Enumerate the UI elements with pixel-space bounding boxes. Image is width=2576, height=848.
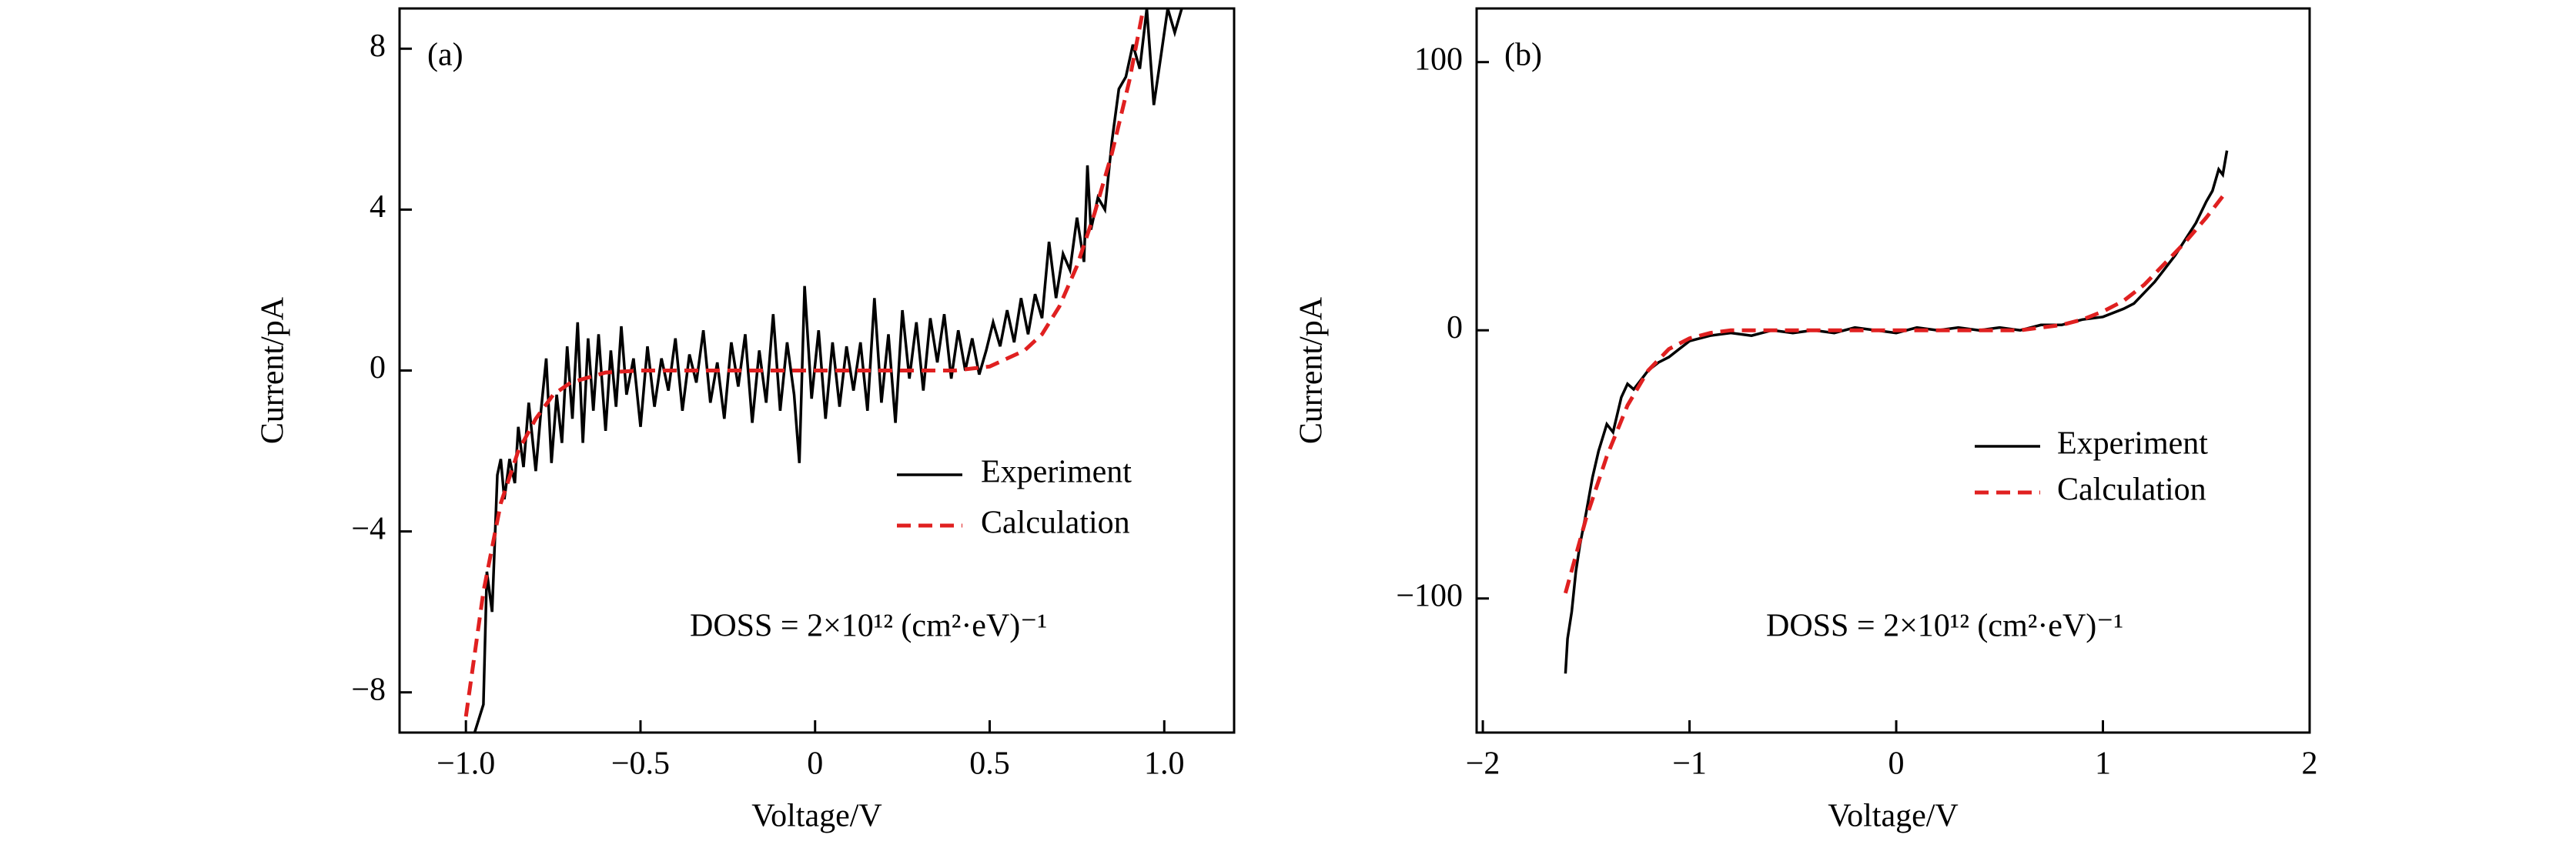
x-tick-label: 2 bbox=[2302, 746, 2318, 782]
series-line bbox=[463, 8, 1146, 717]
legend-label: Experiment bbox=[2057, 426, 2208, 462]
y-tick-label: −8 bbox=[351, 672, 386, 707]
y-tick-label: 8 bbox=[370, 28, 386, 64]
panel-label: (b) bbox=[1504, 38, 1542, 73]
legend-label: Calculation bbox=[2057, 472, 2206, 508]
plot-frame bbox=[1475, 7, 2311, 734]
x-tick-label: −1.0 bbox=[437, 746, 495, 782]
panel-label: (a) bbox=[427, 38, 463, 73]
x-tick-label: 1.0 bbox=[1144, 746, 1185, 782]
series-line bbox=[1564, 150, 2229, 674]
x-tick-label: 0 bbox=[1889, 746, 1905, 782]
y-axis-label: Current/pA bbox=[1294, 296, 1330, 444]
y-tick-label: −100 bbox=[1396, 578, 1463, 613]
y-tick-label: 4 bbox=[370, 189, 386, 225]
series-line bbox=[1563, 189, 2229, 594]
y-tick-label: 0 bbox=[1447, 310, 1463, 346]
y-tick-label: 0 bbox=[370, 350, 386, 386]
annotation: DOSS = 2×10¹² (cm²·eV)⁻¹ bbox=[690, 609, 1047, 644]
y-tick-label: 100 bbox=[1414, 42, 1463, 77]
x-tick-label: −0.5 bbox=[611, 746, 670, 782]
x-tick-label: 1 bbox=[2095, 746, 2111, 782]
y-axis-label: Current/pA bbox=[256, 296, 291, 444]
x-axis-label: Voltage/V bbox=[1828, 799, 1959, 834]
x-axis-label: Voltage/V bbox=[751, 799, 882, 834]
x-tick-label: −1 bbox=[1672, 746, 1707, 782]
series-line bbox=[473, 8, 1183, 733]
x-tick-label: 0.5 bbox=[969, 746, 1010, 782]
y-tick-label: −4 bbox=[351, 511, 386, 546]
legend-label: Experiment bbox=[981, 455, 1132, 490]
x-tick-label: 0 bbox=[807, 746, 823, 782]
x-tick-label: −2 bbox=[1466, 746, 1500, 782]
legend-label: Calculation bbox=[981, 506, 1130, 541]
annotation: DOSS = 2×10¹² (cm²·eV)⁻¹ bbox=[1766, 609, 2123, 644]
